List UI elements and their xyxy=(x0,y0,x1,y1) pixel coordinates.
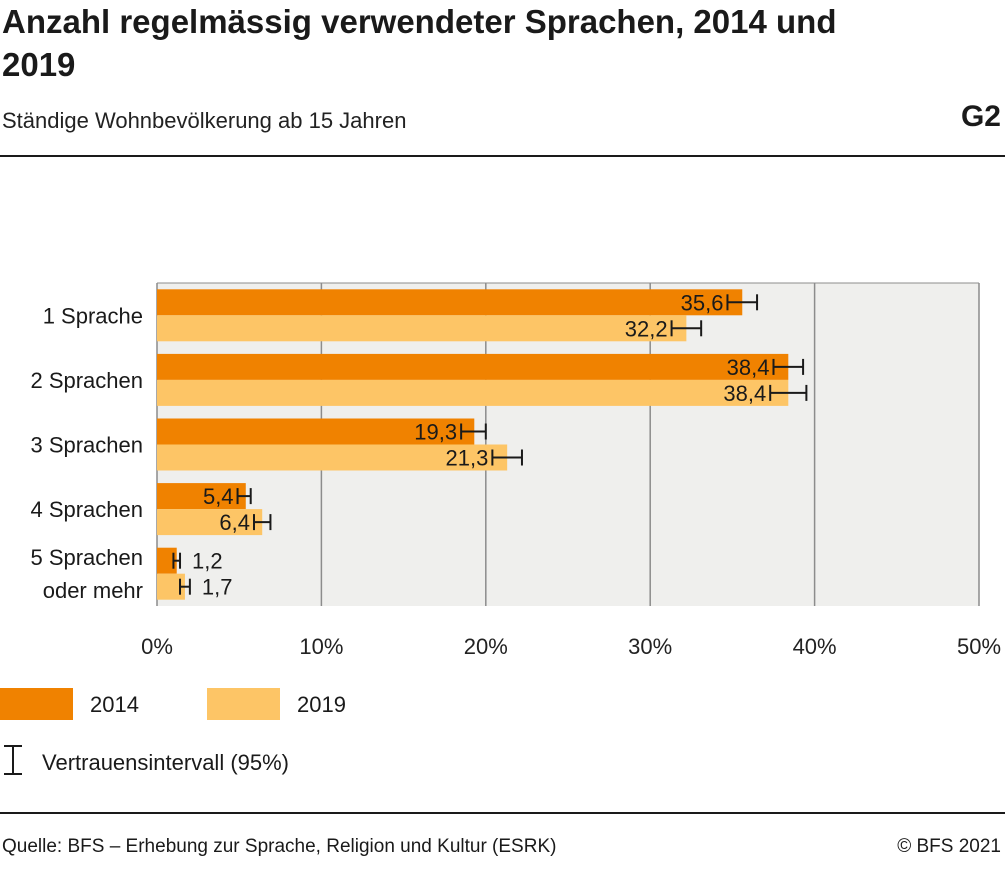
bar-2014 xyxy=(157,547,177,574)
chart-title: Anzahl regelmässig verwendeter Sprachen,… xyxy=(2,3,837,83)
source-note: Quelle: BFS – Erhebung zur Sprache, Reli… xyxy=(2,836,557,857)
x-tick-label: 10% xyxy=(299,634,343,659)
legend-label-2019: 2019 xyxy=(297,692,346,717)
data-label: 38,4 xyxy=(723,381,766,406)
bar-2014 xyxy=(157,483,246,510)
data-label: 6,4 xyxy=(219,510,250,535)
data-label: 38,4 xyxy=(727,355,770,380)
legend: 2014 2019 Vertrauensintervall (95%) xyxy=(0,686,1005,796)
category-label: 5 Sprachen xyxy=(30,545,143,570)
legend-label-2014: 2014 xyxy=(90,692,139,717)
bar-chart: 0% 10% 20% 30% 40% 50% 1 Sprache 35,6 32,2 2 Spra… xyxy=(30,282,1001,659)
data-label: 1,2 xyxy=(192,549,223,574)
data-label: 19,3 xyxy=(414,420,457,445)
chart-subtitle: Ständige Wohnbevölkerung ab 15 Jahren xyxy=(2,108,407,133)
bar-2014 xyxy=(157,289,743,316)
x-tick-label: 0% xyxy=(141,634,173,659)
bar-2019 xyxy=(157,509,263,536)
copyright-note: © BFS 2021 xyxy=(897,836,1001,857)
data-label: 5,4 xyxy=(203,484,234,509)
bar-2014 xyxy=(157,418,475,445)
category-label: 2 Sprachen xyxy=(30,368,143,393)
x-tick-label: 40% xyxy=(793,634,837,659)
category-label: 3 Sprachen xyxy=(30,433,143,458)
x-tick-label: 50% xyxy=(957,634,1001,659)
data-label: 21,3 xyxy=(446,446,489,471)
data-label: 32,2 xyxy=(625,316,668,341)
data-label: 1,7 xyxy=(202,575,233,600)
data-label: 35,6 xyxy=(681,290,724,315)
legend-label-ci: Vertrauensintervall (95%) xyxy=(42,750,290,775)
bottom-divider xyxy=(0,812,1005,814)
category-label: 4 Sprachen xyxy=(30,497,143,522)
bar-2019 xyxy=(157,315,687,342)
category-label: 1 Sprache xyxy=(43,303,143,328)
confidence-interval-icon xyxy=(4,745,22,775)
x-tick-label: 30% xyxy=(628,634,672,659)
x-tick-label: 20% xyxy=(464,634,508,659)
bar-2019 xyxy=(157,444,508,471)
bar-2014 xyxy=(157,353,789,380)
top-divider xyxy=(0,155,1005,157)
graphic-code: G2 xyxy=(960,100,1001,133)
legend-swatch-2019 xyxy=(207,688,280,720)
category-label: oder mehr xyxy=(43,578,143,603)
bar-2019 xyxy=(157,379,789,406)
legend-swatch-2014 xyxy=(0,688,73,720)
